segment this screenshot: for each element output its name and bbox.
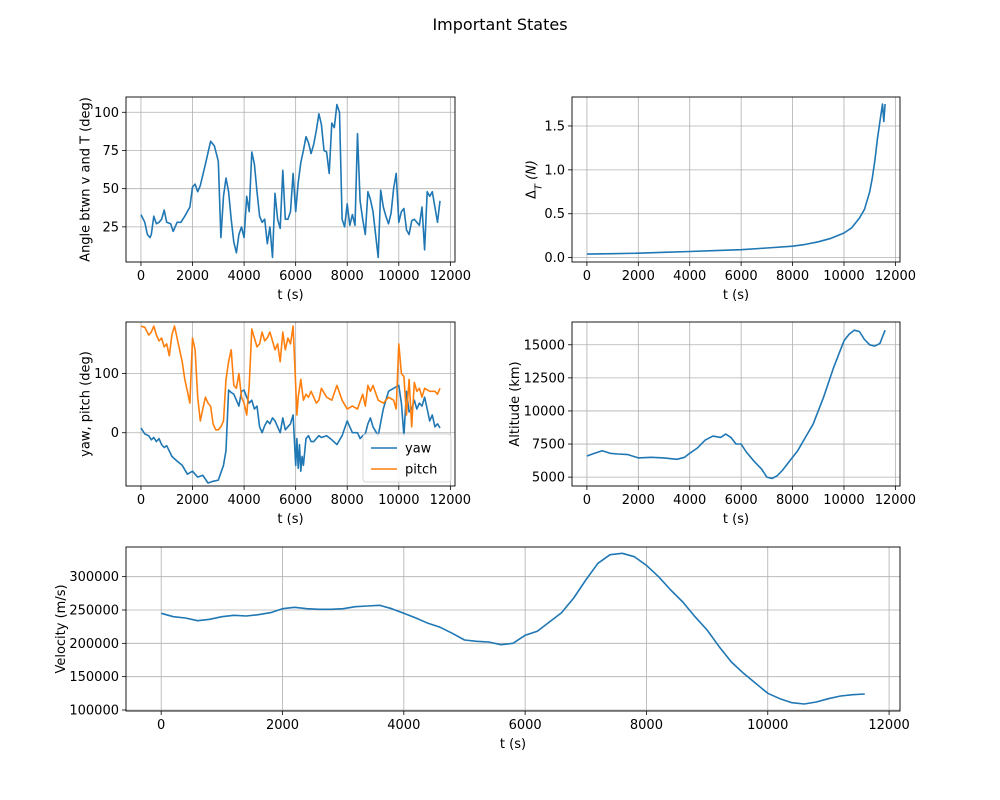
x-tick-label: 0 bbox=[583, 269, 591, 284]
y-tick-label: 100 bbox=[94, 106, 119, 121]
x-tick-label: 2000 bbox=[622, 269, 655, 284]
x-axis-label: t (s) bbox=[277, 512, 303, 527]
x-axis-label: t (s) bbox=[500, 737, 526, 752]
y-tick-label: 100 bbox=[94, 367, 119, 382]
y-tick-label: 25 bbox=[102, 220, 119, 235]
x-tick-label: 10000 bbox=[378, 493, 419, 508]
x-tick-label: 4000 bbox=[228, 493, 261, 508]
x-tick-label: 6000 bbox=[279, 493, 312, 508]
y-tick-label: 300000 bbox=[69, 570, 119, 585]
axes-frame bbox=[125, 321, 456, 487]
x-tick-label: 0 bbox=[157, 718, 165, 733]
x-tick-label: 4000 bbox=[387, 718, 420, 733]
y-tick-label: 200000 bbox=[69, 637, 119, 652]
y-tick-label: 5000 bbox=[532, 471, 565, 486]
chart-velocity: 0 2000 4000 6000 8000 10000 12000 100000 150000 2… bbox=[54, 546, 910, 752]
x-tick-label: 2000 bbox=[622, 493, 655, 508]
x-axis-label: t (s) bbox=[277, 288, 303, 303]
x-tick-label: 2000 bbox=[176, 493, 209, 508]
x-tick-label: 4000 bbox=[673, 269, 706, 284]
series-line-pitch bbox=[140, 325, 441, 431]
x-axis-label: t (s) bbox=[723, 512, 749, 527]
legend-box bbox=[362, 433, 452, 483]
x-tick-label: 4000 bbox=[228, 269, 261, 284]
chart-yawpitch: 0 2000 4000 6000 8000 10000 12000 0 100 t (s) yaw,… bbox=[78, 321, 471, 527]
series-line-velocity-0 bbox=[160, 552, 865, 705]
y-tick-label: 10000 bbox=[524, 404, 565, 419]
x-axis-label: t (s) bbox=[723, 288, 749, 303]
x-tick-label: 2000 bbox=[176, 269, 209, 284]
x-tick-label: 0 bbox=[137, 493, 145, 508]
y-tick-label: 100000 bbox=[69, 704, 119, 719]
y-tick-label: 12500 bbox=[524, 371, 565, 386]
series-line-angle-0 bbox=[140, 103, 441, 259]
y-tick-label: 1.5 bbox=[544, 119, 565, 134]
x-tick-label: 8000 bbox=[776, 269, 809, 284]
y-tick-label: 250000 bbox=[69, 604, 119, 619]
y-axis-label: Velocity (m/s) bbox=[54, 584, 69, 673]
x-tick-label: 8000 bbox=[630, 718, 663, 733]
y-tick-label: 0.5 bbox=[544, 207, 565, 222]
chart-deltaT: 0 2000 4000 6000 8000 10000 12000 0.0 0.5 1.0 1.5 t… bbox=[524, 96, 916, 303]
y-axis-label: ΔT (N) bbox=[524, 160, 544, 199]
x-tick-label: 6000 bbox=[725, 269, 758, 284]
x-tick-label: 0 bbox=[137, 269, 145, 284]
legend-label-pitch: pitch bbox=[405, 463, 437, 478]
x-tick-label: 12000 bbox=[430, 493, 471, 508]
legend-label-yaw: yaw bbox=[405, 442, 432, 457]
x-tick-label: 6000 bbox=[279, 269, 312, 284]
axes-frame bbox=[125, 546, 901, 712]
y-tick-label: 75 bbox=[102, 144, 119, 159]
y-tick-label: 50 bbox=[102, 182, 119, 197]
y-tick-label: 15000 bbox=[524, 338, 565, 353]
x-tick-label: 2000 bbox=[266, 718, 299, 733]
y-tick-label: 1.0 bbox=[544, 163, 565, 178]
x-tick-label: 8000 bbox=[331, 493, 364, 508]
series-line-altitude-0 bbox=[586, 329, 886, 480]
y-tick-label: 0.0 bbox=[544, 251, 565, 266]
figure-title: Important States bbox=[432, 15, 567, 34]
x-tick-label: 8000 bbox=[776, 493, 809, 508]
y-axis-label: Altitude (km) bbox=[508, 361, 523, 446]
legend: yaw pitch bbox=[362, 433, 452, 483]
series-line-deltaT-0 bbox=[586, 103, 886, 255]
chart-altitude: 0 2000 4000 6000 8000 10000 12000 5000 7500 10000… bbox=[508, 321, 916, 527]
x-tick-label: 8000 bbox=[331, 269, 364, 284]
y-tick-label: 7500 bbox=[532, 438, 565, 453]
x-tick-label: 12000 bbox=[875, 269, 916, 284]
x-tick-label: 10000 bbox=[378, 269, 419, 284]
y-axis-label: yaw, pitch (deg) bbox=[78, 351, 93, 457]
axes-frame bbox=[125, 96, 456, 263]
x-tick-label: 12000 bbox=[430, 269, 471, 284]
x-tick-label: 0 bbox=[583, 493, 591, 508]
x-tick-label: 10000 bbox=[823, 493, 864, 508]
x-tick-label: 10000 bbox=[747, 718, 788, 733]
x-tick-label: 4000 bbox=[673, 493, 706, 508]
chart-angle: 0 2000 4000 6000 8000 10000 12000 25 50 75 100 t (s… bbox=[78, 96, 471, 303]
axes-frame bbox=[571, 96, 901, 263]
x-tick-label: 10000 bbox=[823, 269, 864, 284]
x-tick-label: 6000 bbox=[725, 493, 758, 508]
y-axis-label: Angle btwn v and T (deg) bbox=[78, 97, 93, 262]
axes-frame bbox=[571, 321, 901, 487]
y-tick-label: 150000 bbox=[69, 670, 119, 685]
x-tick-label: 12000 bbox=[868, 718, 909, 733]
x-tick-label: 6000 bbox=[509, 718, 542, 733]
series-line-yaw bbox=[140, 384, 441, 484]
y-tick-label: 0 bbox=[111, 426, 119, 441]
x-tick-label: 12000 bbox=[875, 493, 916, 508]
